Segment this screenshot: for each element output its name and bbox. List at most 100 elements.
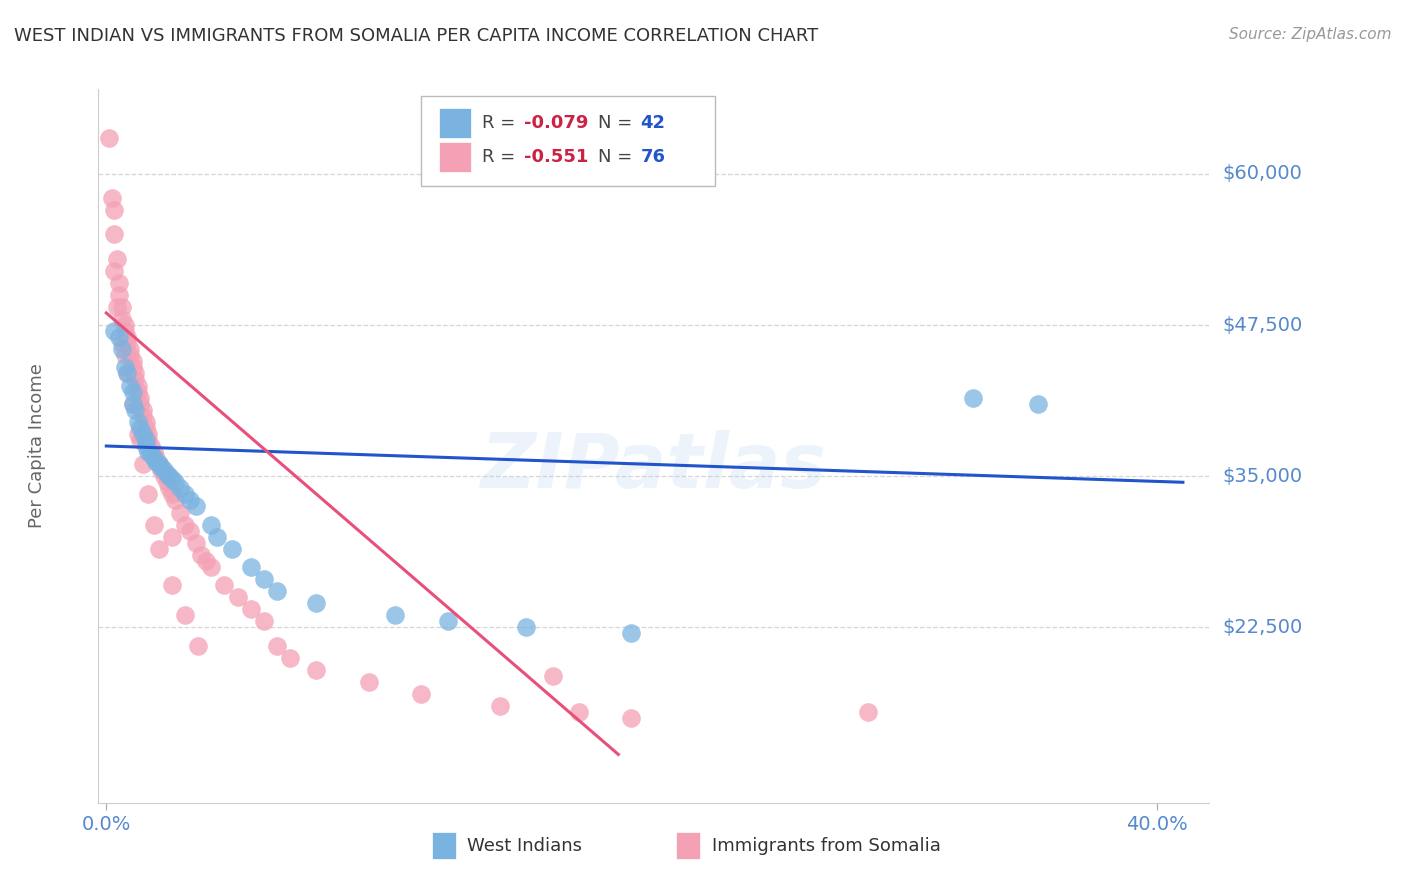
Point [515, 620, 537, 634]
Point [187, 639, 209, 653]
Text: ZIPatlas: ZIPatlas [481, 431, 827, 504]
Point [174, 517, 197, 532]
Point [129, 397, 152, 411]
Point [118, 378, 141, 392]
Point [148, 457, 170, 471]
Point [132, 409, 155, 423]
Point [357, 674, 380, 689]
Point [205, 530, 228, 544]
Point [135, 415, 157, 429]
FancyBboxPatch shape [440, 142, 471, 172]
Point [436, 615, 458, 629]
Point [136, 426, 159, 441]
Point [150, 459, 173, 474]
Point [278, 650, 301, 665]
Point [114, 318, 136, 332]
Point [129, 391, 152, 405]
Point [150, 463, 173, 477]
Text: R =: R = [482, 114, 520, 132]
Point [117, 336, 139, 351]
Point [184, 500, 207, 514]
Point [124, 367, 146, 381]
Point [157, 469, 180, 483]
Point [127, 384, 149, 399]
Point [305, 596, 328, 610]
Text: Immigrants from Somalia: Immigrants from Somalia [711, 837, 941, 855]
Point [174, 608, 197, 623]
Point [1028, 397, 1050, 411]
Point [139, 439, 162, 453]
Point [105, 252, 128, 266]
Point [132, 402, 155, 417]
Point [97, 130, 120, 145]
Point [620, 626, 643, 640]
Point [121, 354, 143, 368]
Text: WEST INDIAN VS IMMIGRANTS FROM SOMALIA PER CAPITA INCOME CORRELATION CHART: WEST INDIAN VS IMMIGRANTS FROM SOMALIA P… [14, 27, 818, 45]
Point [127, 378, 149, 392]
Point [384, 608, 406, 623]
Point [132, 457, 155, 471]
Point [103, 203, 125, 218]
Point [139, 447, 162, 461]
Point [105, 300, 128, 314]
Point [214, 578, 236, 592]
Text: $60,000: $60,000 [1222, 164, 1302, 184]
Point [127, 415, 149, 429]
Point [111, 336, 134, 351]
Point [163, 475, 186, 490]
Text: $47,500: $47,500 [1222, 316, 1302, 334]
Point [103, 263, 125, 277]
Point [156, 467, 179, 481]
Point [124, 402, 146, 417]
Text: Source: ZipAtlas.com: Source: ZipAtlas.com [1229, 27, 1392, 42]
Text: N =: N = [599, 114, 638, 132]
Point [148, 457, 170, 471]
Point [136, 433, 159, 447]
Point [253, 572, 276, 586]
Point [156, 475, 179, 490]
Point [100, 191, 122, 205]
Point [489, 699, 512, 714]
Point [111, 300, 134, 314]
Point [221, 541, 243, 556]
Point [153, 463, 176, 477]
Point [148, 541, 170, 556]
Text: $35,000: $35,000 [1222, 467, 1302, 486]
Point [118, 343, 141, 357]
Point [620, 711, 643, 725]
Point [129, 421, 152, 435]
Point [179, 493, 201, 508]
Point [111, 312, 134, 326]
Text: R =: R = [482, 148, 520, 166]
Text: N =: N = [599, 148, 638, 166]
Point [103, 324, 125, 338]
Point [160, 472, 183, 486]
Point [121, 397, 143, 411]
Point [253, 615, 276, 629]
Point [108, 276, 131, 290]
Point [239, 602, 262, 616]
Point [169, 506, 191, 520]
Point [266, 639, 288, 653]
Point [305, 663, 328, 677]
Point [266, 584, 288, 599]
Point [142, 517, 165, 532]
Point [103, 227, 125, 242]
Point [179, 524, 201, 538]
Point [135, 439, 157, 453]
Point [129, 433, 152, 447]
Point [190, 548, 212, 562]
Point [568, 705, 591, 719]
Point [856, 705, 879, 719]
Point [136, 445, 159, 459]
Point [174, 487, 197, 501]
Point [135, 421, 157, 435]
Point [411, 687, 433, 701]
Point [132, 426, 155, 441]
Point [160, 487, 183, 501]
Point [118, 348, 141, 362]
Point [117, 367, 139, 381]
Text: -0.079: -0.079 [524, 114, 588, 132]
Point [114, 360, 136, 375]
Text: -0.551: -0.551 [524, 148, 588, 166]
